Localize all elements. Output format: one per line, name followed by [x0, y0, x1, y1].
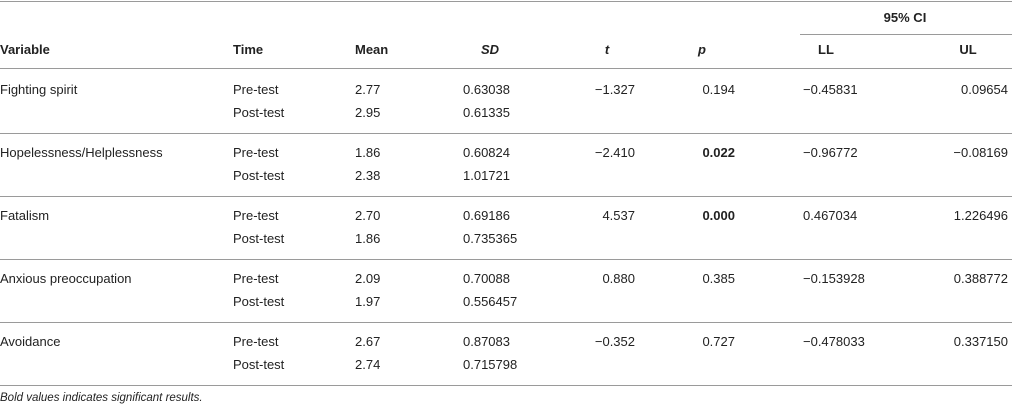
mean: 2.95	[355, 105, 381, 120]
ll-value: 0.467034	[803, 208, 858, 223]
ll-value: −0.153928	[803, 271, 865, 286]
time: Post-test	[233, 231, 285, 246]
ul-value: 1.226496	[953, 208, 1008, 223]
column-header: p	[698, 42, 706, 57]
rule	[0, 385, 1012, 386]
mean: 2.74	[355, 357, 381, 372]
column-header: t	[604, 42, 610, 57]
sd: 0.61335	[463, 105, 510, 120]
mean: 2.77	[355, 82, 381, 97]
sd: 0.556457	[463, 294, 518, 309]
time: Post-test	[233, 168, 285, 183]
sd: 0.715798	[463, 357, 518, 372]
group-header: 95% CI	[883, 10, 927, 25]
sd: 0.69186	[463, 208, 510, 223]
rule	[0, 196, 1012, 197]
variable: Avoidance	[0, 334, 61, 349]
column-header: Time	[233, 42, 264, 57]
column-header: UL	[959, 42, 977, 57]
p-value: 0.385	[702, 271, 735, 286]
ll-value: −0.478033	[803, 334, 865, 349]
ul-value: −0.08169	[953, 145, 1008, 160]
sd: 0.63038	[463, 82, 510, 97]
column-header: SD	[480, 42, 500, 57]
sd: 0.735365	[463, 231, 518, 246]
rule	[0, 133, 1012, 134]
variable: Fatalism	[0, 208, 50, 223]
time: Post-test	[233, 357, 285, 372]
p-value: 0.022	[702, 145, 735, 160]
variable: Hopelessness/Helplessness	[0, 145, 163, 160]
ul-value: 0.388772	[953, 271, 1008, 286]
column-header: Mean	[355, 42, 389, 57]
time: Pre-test	[233, 82, 279, 97]
time: Pre-test	[233, 271, 279, 286]
mean: 2.70	[355, 208, 381, 223]
p-value: 0.194	[702, 82, 735, 97]
mean: 1.86	[355, 145, 381, 160]
footnote: Bold values indicates significant result…	[0, 392, 203, 404]
t-value: −1.327	[594, 82, 635, 97]
t-value: −0.352	[594, 334, 635, 349]
t-value: 4.537	[602, 208, 635, 223]
column-header: Variable	[0, 42, 50, 57]
sd: 0.70088	[463, 271, 510, 286]
variable: Anxious preoccupation	[0, 271, 132, 286]
ll-value: −0.96772	[803, 145, 858, 160]
ul-value: 0.337150	[953, 334, 1008, 349]
rule	[0, 68, 1012, 69]
sd: 1.01721	[463, 168, 510, 183]
rule	[0, 322, 1012, 323]
rule	[0, 1, 1012, 2]
time: Pre-test	[233, 334, 279, 349]
mean: 1.86	[355, 231, 381, 246]
variable: Fighting spirit	[0, 82, 78, 97]
time: Post-test	[233, 294, 285, 309]
mean: 2.09	[355, 271, 381, 286]
ll-value: −0.45831	[803, 82, 858, 97]
mean: 2.67	[355, 334, 381, 349]
sd: 0.87083	[463, 334, 510, 349]
t-value: 0.880	[602, 271, 635, 286]
ul-value: 0.09654	[961, 82, 1008, 97]
time: Pre-test	[233, 145, 279, 160]
p-value: 0.727	[702, 334, 735, 349]
column-header: LL	[818, 42, 834, 57]
mean: 2.38	[355, 168, 381, 183]
rule	[800, 34, 1012, 35]
time: Pre-test	[233, 208, 279, 223]
t-value: −2.410	[594, 145, 635, 160]
rule	[0, 259, 1012, 260]
p-value: 0.000	[702, 208, 735, 223]
time: Post-test	[233, 105, 285, 120]
sd: 0.60824	[463, 145, 510, 160]
mean: 1.97	[355, 294, 381, 309]
